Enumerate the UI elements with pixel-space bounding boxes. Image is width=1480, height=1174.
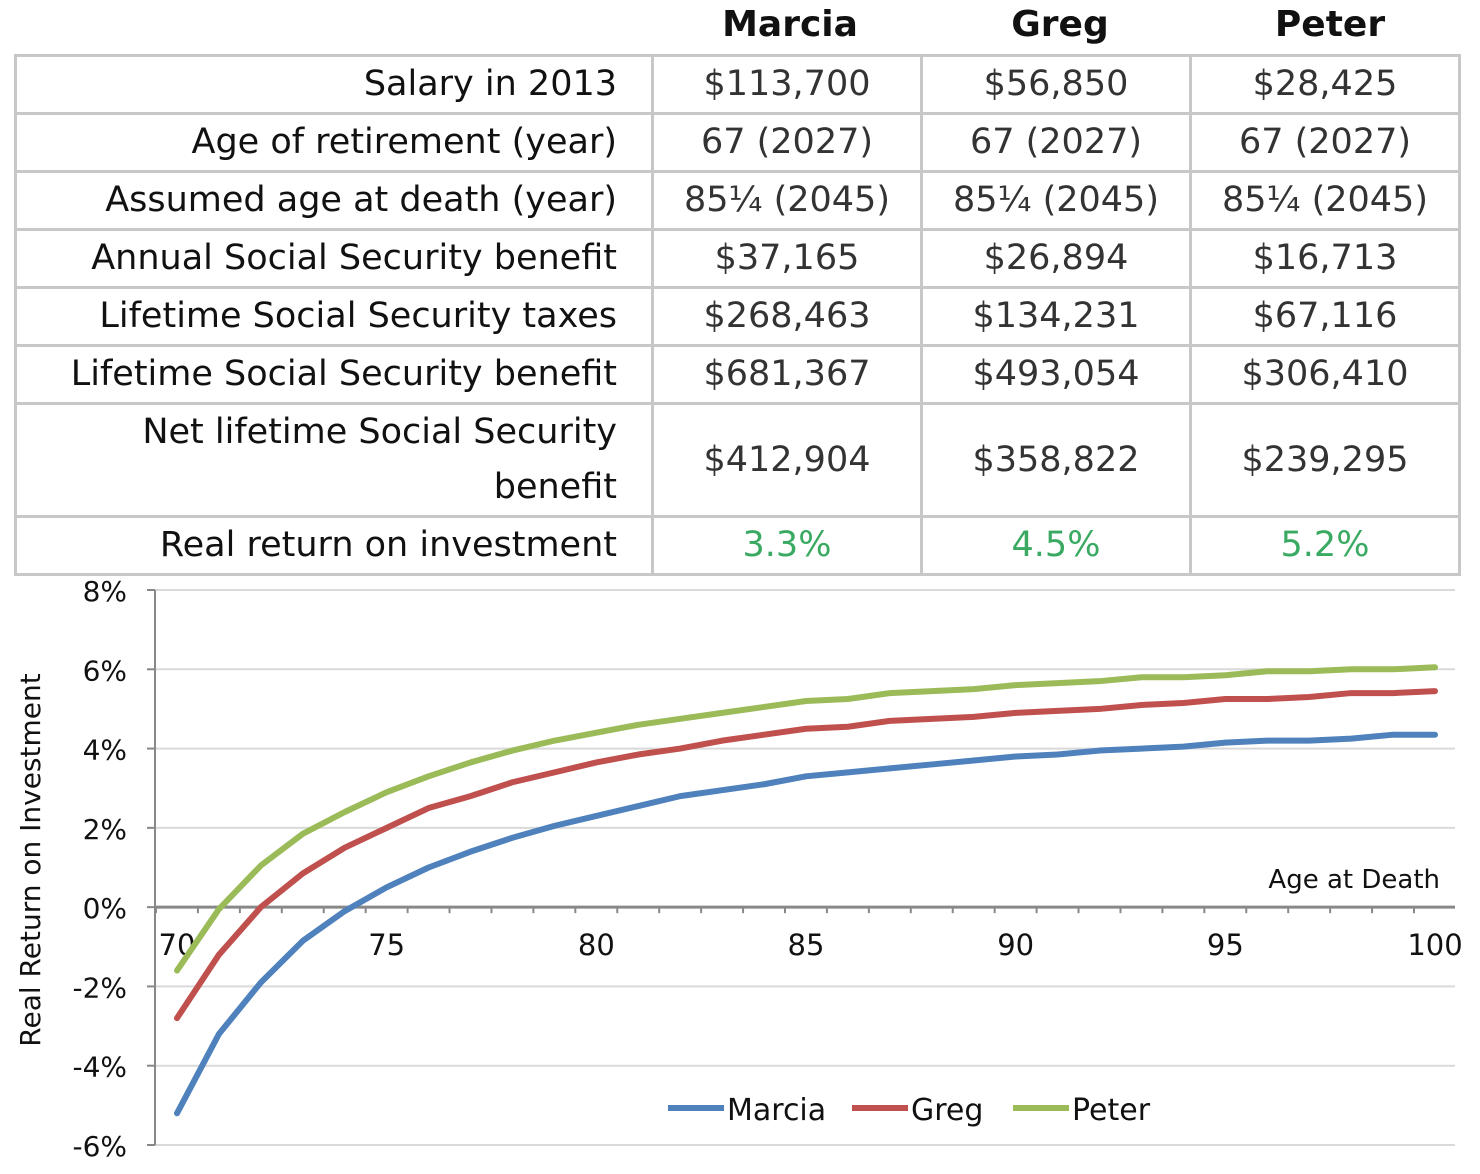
y-tick-label: 4%: [83, 734, 127, 767]
table-cell: $412,904: [651, 402, 923, 518]
table-row: Assumed age at death (year) 85¼ (2045) 85¼…: [14, 170, 1461, 231]
row-label: Lifetime Social Security taxes: [14, 286, 654, 347]
table-cell: $67,116: [1189, 286, 1461, 347]
table-row: Lifetime Social Security taxes $268,463 $1…: [14, 286, 1461, 347]
table-cell: $358,822: [920, 402, 1192, 518]
table-cell: 4.5%: [920, 515, 1192, 576]
table-cell: 85¼ (2045): [651, 170, 923, 231]
table-cell: $26,894: [920, 228, 1192, 289]
row-label: Net lifetime Social Security benefit: [14, 402, 654, 518]
x-tick-label: 95: [1207, 928, 1244, 962]
column-header-greg: Greg: [1011, 4, 1109, 45]
table-cell: $28,425: [1189, 54, 1461, 115]
table-row: Salary in 2013 $113,700 $56,850 $28,425: [14, 54, 1461, 115]
table-row: Age of retirement (year) 67 (2027) 67 (202…: [14, 112, 1461, 173]
y-tick-label: -6%: [72, 1130, 127, 1163]
y-tick-label: -4%: [72, 1051, 127, 1084]
row-label: Lifetime Social Security benefit: [14, 344, 654, 405]
series-line-peter: [174, 664, 1438, 974]
x-tick-label: 85: [788, 928, 825, 962]
real-return-chart: 8% 6% 4% 2% 0% -2% -4% -6% 70 75 80 85 90 95 100 Age at…: [14, 575, 1463, 1163]
legend-label-peter: Peter: [1072, 1093, 1151, 1128]
table-cell: 67 (2027): [651, 112, 923, 173]
x-tick-label: 90: [997, 928, 1034, 962]
column-header-marcia: Marcia: [722, 4, 858, 45]
table-cell: 3.3%: [651, 515, 923, 576]
table-cell: $239,295: [1189, 402, 1461, 518]
legend-label-greg: Greg: [911, 1093, 983, 1128]
x-tick-label: 70: [159, 928, 196, 962]
table-cell: 67 (2027): [1189, 112, 1461, 173]
x-tick-label: 100: [1407, 928, 1462, 962]
table-cell: $16,713: [1189, 228, 1461, 289]
y-tick-label: 6%: [83, 654, 127, 687]
y-tick-label: 2%: [83, 813, 127, 846]
x-tick-label: 75: [368, 928, 405, 962]
table-cell: 5.2%: [1189, 515, 1461, 576]
y-tick-label: 8%: [83, 575, 127, 608]
x-axis-label: Age at Death: [1268, 865, 1440, 895]
table-cell: 85¼ (2045): [920, 170, 1192, 231]
table-cell: $113,700: [651, 54, 923, 115]
table-cell: $306,410: [1189, 344, 1461, 405]
row-label: Annual Social Security benefit: [14, 228, 654, 289]
comparison-table: Salary in 2013 $113,700 $56,850 $28,425 Age …: [14, 54, 1461, 576]
table-cell: 67 (2027): [920, 112, 1192, 173]
table-cell: $56,850: [920, 54, 1192, 115]
row-label: Age of retirement (year): [14, 112, 654, 173]
table-cell: $493,054: [920, 344, 1192, 405]
series-line-greg: [174, 688, 1438, 1022]
table-cell: $134,231: [920, 286, 1192, 347]
y-axis-label: Real Return on Investment: [14, 673, 47, 1046]
table-cell: 85¼ (2045): [1189, 170, 1461, 231]
table-row: Lifetime Social Security benefit $681,367…: [14, 344, 1461, 405]
row-label: Assumed age at death (year): [14, 170, 654, 231]
table-cell: $681,367: [651, 344, 923, 405]
row-label: Salary in 2013: [14, 54, 654, 115]
table-cell: $37,165: [651, 228, 923, 289]
table-cell: $268,463: [651, 286, 923, 347]
column-header-peter: Peter: [1274, 4, 1386, 45]
row-label: Real return on investment: [14, 515, 654, 576]
table-row: Net lifetime Social Security benefit $412…: [14, 402, 1461, 518]
table-row: Real return on investment 3.3% 4.5% 5.2%: [14, 515, 1461, 576]
y-tick-label: 0%: [83, 892, 127, 925]
x-tick-label: 80: [578, 928, 615, 962]
y-tick-label: -2%: [72, 971, 127, 1004]
series-line-marcia: [174, 731, 1438, 1117]
legend-label-marcia: Marcia: [727, 1093, 826, 1128]
table-row: Annual Social Security benefit $37,165 $26…: [14, 228, 1461, 289]
